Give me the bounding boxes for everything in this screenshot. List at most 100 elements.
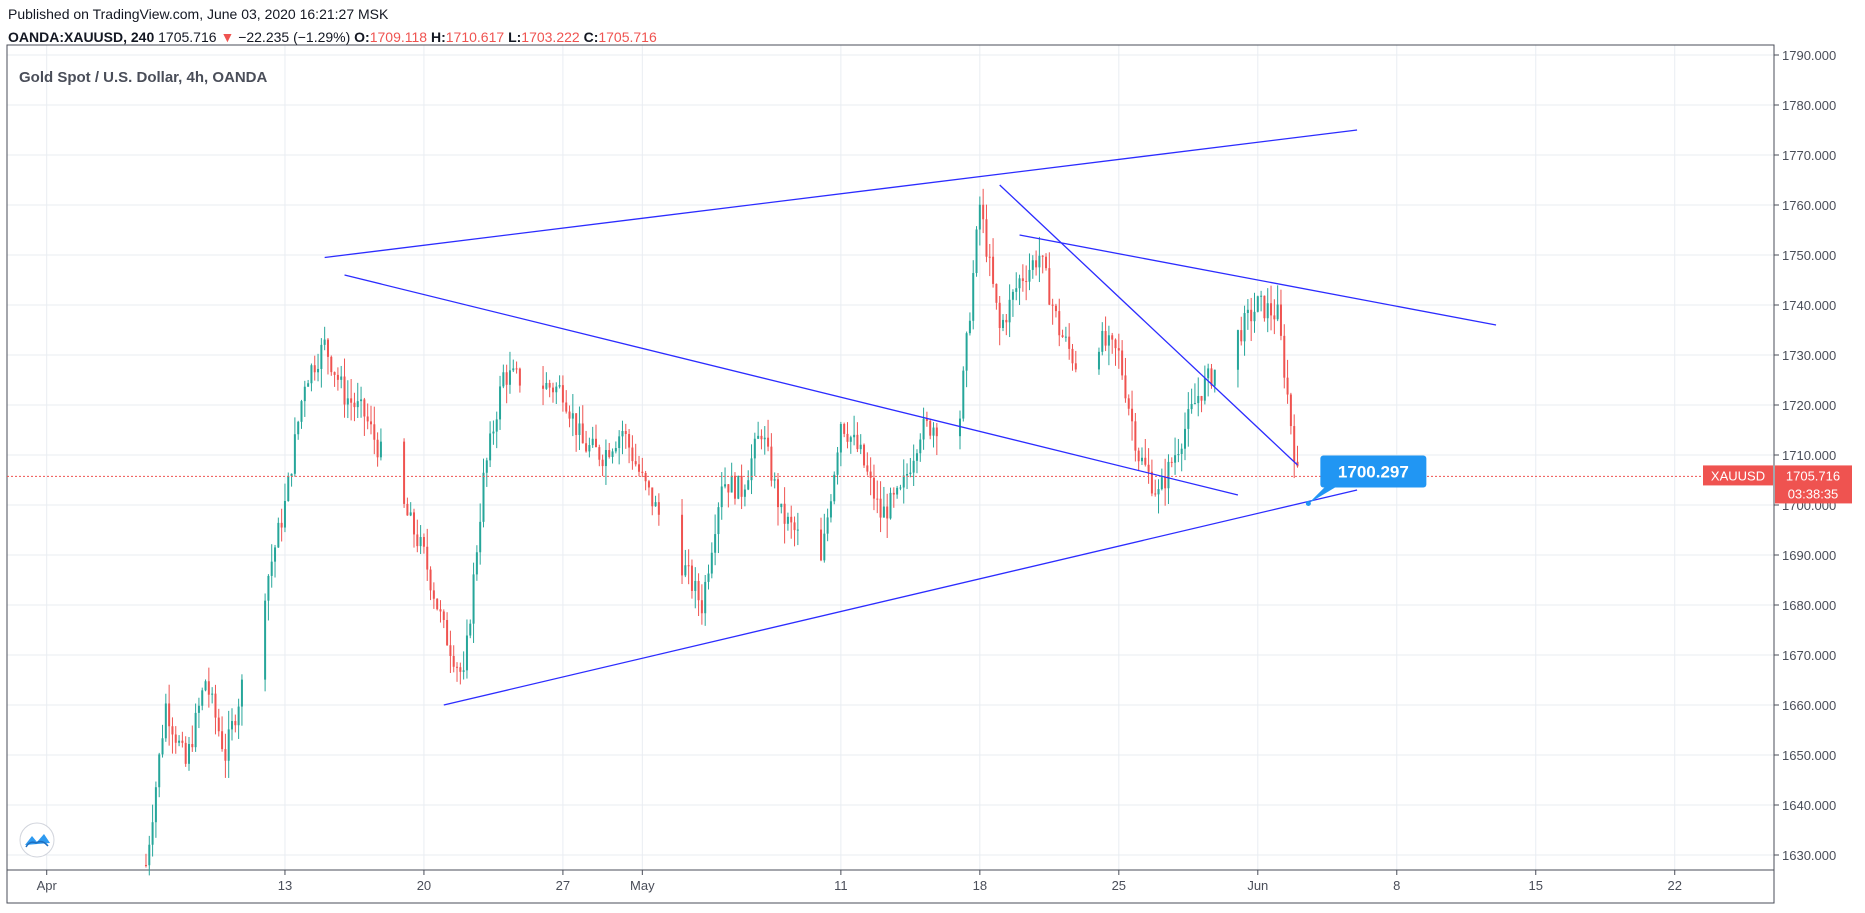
candle-up [1236, 330, 1239, 370]
x-tick-label: 25 [1112, 878, 1126, 893]
trendlines[interactable] [324, 129, 1497, 706]
candle-up [465, 635, 468, 671]
candle-up [545, 382, 548, 389]
candle-down [776, 479, 779, 508]
candle-down [1124, 375, 1127, 399]
candle-down [214, 693, 217, 718]
candle-down [1061, 335, 1064, 337]
candle-up [737, 475, 740, 499]
candle-up [1018, 278, 1021, 289]
candle-up [1031, 260, 1034, 270]
open-value: 1709.118 [369, 29, 428, 45]
candle-up [1246, 309, 1249, 314]
candle-up [621, 430, 624, 437]
candle-up [618, 436, 621, 449]
candle-up [1197, 396, 1200, 404]
candle-down [168, 703, 171, 727]
candle-down [697, 580, 700, 601]
x-tick-label: 22 [1667, 878, 1681, 893]
candle-down [1054, 305, 1057, 312]
candle-down [350, 398, 353, 403]
candle-up [1002, 319, 1005, 329]
candle-down [234, 721, 237, 726]
x-tick-label: 15 [1529, 878, 1543, 893]
candle-down [631, 447, 634, 462]
candle-down [1114, 339, 1117, 349]
candle-down [376, 439, 379, 458]
y-tick-label: 1680.000 [1782, 598, 1836, 613]
candle-up [201, 690, 204, 706]
callout-box[interactable] [1320, 455, 1427, 488]
candle-down [767, 437, 770, 447]
symbol-tag: XAUUSD [1711, 468, 1765, 483]
candle-up [889, 492, 892, 519]
candle-down [333, 372, 336, 375]
y-tick-label: 1740.000 [1782, 298, 1836, 313]
candle-down [641, 471, 644, 473]
candle-up [922, 418, 925, 440]
candle-down [856, 434, 859, 450]
trendline-lower-channel[interactable] [443, 489, 1358, 706]
candle-down [982, 204, 985, 220]
candle-up [237, 706, 240, 726]
candle-down [565, 402, 568, 412]
y-tick-label: 1790.000 [1782, 48, 1836, 63]
candle-down [432, 590, 435, 599]
candle-down [770, 446, 773, 481]
candle-down [843, 424, 846, 434]
candle-down [369, 421, 372, 425]
x-tick-label: May [630, 878, 655, 893]
candle-up [757, 435, 760, 439]
candle-up [270, 561, 273, 576]
trendline-upper-channel[interactable] [324, 129, 1358, 259]
tradingview-cloud-icon[interactable] [19, 822, 55, 858]
candle-down [1154, 493, 1157, 495]
candle-up [836, 452, 839, 475]
candle-up [274, 547, 277, 562]
price-tags: XAUUSD 1705.716 03:38:35 [1703, 465, 1852, 504]
candle-up [975, 229, 978, 274]
candle-up [151, 822, 154, 845]
chart-title: Gold Spot / U.S. Dollar, 4h, OANDA [19, 69, 268, 86]
trendline-falling-resistance[interactable] [344, 274, 1239, 496]
price-callout[interactable]: 1700.297 [1305, 455, 1427, 507]
candle-up [1157, 489, 1160, 495]
candle-up [965, 333, 968, 371]
x-tick-label: 13 [278, 878, 292, 893]
candle-up [902, 475, 905, 488]
candle-up [796, 529, 799, 531]
candle-down [988, 256, 991, 258]
candle-down [1200, 396, 1203, 401]
candle-up [495, 419, 498, 432]
candle-up [1008, 299, 1011, 323]
trendline-steep-descending[interactable] [999, 184, 1298, 466]
price-axis[interactable]: 1790.000 1780.000 1770.000 1760.000 1750.000… [1774, 48, 1836, 863]
candle-up [1207, 368, 1210, 379]
symbol-label[interactable]: OANDA:XAUUSD, 240 [8, 29, 155, 45]
candle-down [760, 435, 763, 440]
candle-up [297, 421, 300, 435]
candle-up [724, 484, 727, 487]
candle-up [899, 487, 902, 489]
down-arrow-icon: ▼ [220, 29, 235, 45]
candle-up [479, 521, 482, 553]
candle-up [591, 438, 594, 446]
low-label: L: [508, 29, 522, 45]
candle-up [300, 401, 303, 422]
close-label: C: [583, 29, 599, 45]
candle-up [323, 339, 326, 345]
candle-up [968, 320, 971, 334]
candle-down [634, 461, 637, 465]
candle-up [154, 787, 157, 823]
candle-up [958, 418, 961, 437]
candle-up [379, 441, 382, 458]
symbol-ohlc-bar: OANDA:XAUUSD, 240 1705.716 ▼ −22.235 (−1… [8, 29, 657, 45]
trendline-upper-descending[interactable] [1019, 234, 1497, 326]
candle-down [727, 484, 730, 493]
time-axis[interactable]: Apr 13 20 27 May 11 18 25 Jun 8 15 22 [37, 870, 1682, 893]
candle-down [1296, 461, 1299, 467]
high-label: H: [430, 29, 446, 45]
candle-up [654, 502, 657, 507]
candle-up [264, 600, 267, 680]
